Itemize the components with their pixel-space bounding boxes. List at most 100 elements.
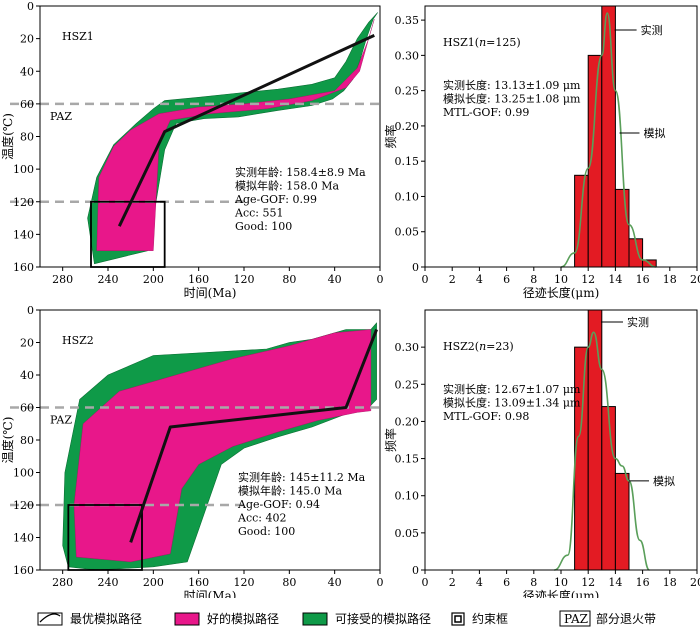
x-tick-label: 160 xyxy=(188,576,209,589)
thermal-history-panel-2: 280 240 200 160 120 80 40 0 0 20 40 60 80 100 120 140 16… xyxy=(0,304,384,603)
thermal-history-panel-1: 280 240 200 160 120 80 40 0 0 20 40 60 80 100 120 140 16… xyxy=(0,0,384,300)
plot-area xyxy=(87,12,378,265)
histogram-bar xyxy=(614,188,630,268)
y-tick-label: 160 xyxy=(13,261,34,274)
hist-y-tick-label: 0.05 xyxy=(395,226,420,239)
hist-x-tick-label: 2 xyxy=(449,576,456,589)
legend-acceptable-swatch xyxy=(302,612,328,626)
hist-y-tick-label: 0.30 xyxy=(395,341,420,354)
hist-x-tick-label: 10 xyxy=(554,273,568,286)
x-tick-label: 280 xyxy=(52,273,73,286)
measured-label: 实测 xyxy=(641,23,663,37)
good-envelope xyxy=(96,19,375,251)
model-length-curve xyxy=(560,12,657,268)
hist-y-tick-label: 0.20 xyxy=(395,120,420,133)
y-tick-label: 20 xyxy=(20,337,34,350)
legend-good-swatch xyxy=(174,612,200,626)
model-stat: 模拟年龄: 145.0 Ma xyxy=(238,484,342,498)
y-tick-label: 120 xyxy=(13,499,34,512)
model-stat: 模拟年龄: 158.0 Ma xyxy=(235,179,339,193)
hist-x-tick-label: 2 xyxy=(449,273,456,286)
paz-label: PAZ xyxy=(50,414,72,427)
hist-x-tick-label: 16 xyxy=(636,273,650,286)
x-tick-label: 0 xyxy=(377,273,384,286)
x-tick-label: 120 xyxy=(234,273,255,286)
x-tick-label: 200 xyxy=(143,273,164,286)
hist-x-tick-label: 8 xyxy=(530,576,537,589)
histogram-bar xyxy=(601,406,616,571)
hist-stat: 实测长度: 12.67±1.07 μm xyxy=(443,382,581,396)
paz-label: PAZ xyxy=(50,110,72,123)
model-stat: 实测年龄: 158.4±8.9 Ma xyxy=(235,165,366,179)
hist-y-tick-label: 0.10 xyxy=(395,190,420,203)
histogram-bar xyxy=(574,174,589,268)
hist-x-tick-label: 18 xyxy=(663,576,677,589)
y-axis-label: 温度(℃) xyxy=(0,113,15,160)
hist-y-tick-label: 0.15 xyxy=(395,155,420,168)
model-stat: Acc: 402 xyxy=(237,512,286,525)
model-stat: Good: 100 xyxy=(235,220,292,233)
legend: 最优模拟路径 好的模拟路径 可接受的模拟路径 约束框 PAZ 部分退火带 xyxy=(5,598,695,627)
measured-label: 实测 xyxy=(627,315,649,329)
x-axis-label: 时间(Ma) xyxy=(184,286,237,300)
hist-x-tick-label: 6 xyxy=(503,576,510,589)
plot-area xyxy=(62,322,377,570)
y-tick-label: 100 xyxy=(13,163,34,176)
histogram-bar xyxy=(574,346,589,571)
y-tick-label: 60 xyxy=(20,98,34,111)
hist-sample-label: HSZ2(n=23) xyxy=(443,340,514,353)
y-tick-label: 40 xyxy=(20,369,34,382)
legend-label-acceptable: 可接受的模拟路径 xyxy=(335,611,431,626)
hist-x-tick-label: 12 xyxy=(581,576,595,589)
x-tick-label: 280 xyxy=(52,576,73,589)
legend-label-paz: 部分退火带 xyxy=(596,611,656,626)
histogram-panel-1: 0 2 4 6 8 10 12 14 16 18 20 0 0.05 0.10 0.15 0.20 0.25 0.… xyxy=(383,5,700,300)
legend-best-path-swatch xyxy=(37,612,63,626)
hist-x-tick-label: 4 xyxy=(476,273,483,286)
hist-sample-label: HSZ1(n=125) xyxy=(443,36,521,49)
x-tick-label: 80 xyxy=(282,273,296,286)
hist-x-tick-label: 4 xyxy=(476,576,483,589)
hist-stat: 实测长度: 13.13±1.09 μm xyxy=(443,78,581,92)
x-tick-label: 200 xyxy=(143,576,164,589)
hist-y-axis-label: 频率 xyxy=(383,124,398,148)
y-tick-label: 140 xyxy=(13,228,34,241)
best-path xyxy=(129,328,378,543)
y-tick-label: 160 xyxy=(13,564,34,577)
y-tick-label: 100 xyxy=(13,467,34,480)
hist-y-tick-label: 0.30 xyxy=(395,49,420,62)
hist-y-tick-label: 0.25 xyxy=(395,378,420,391)
hist-x-tick-label: 8 xyxy=(530,273,537,286)
hist-y-tick-label: 0.20 xyxy=(395,415,420,428)
hist-x-tick-label: 20 xyxy=(690,273,700,286)
legend-label-constraint: 约束框 xyxy=(472,611,508,626)
best-path xyxy=(117,34,375,227)
hist-stat: 模拟长度: 13.25±1.08 μm xyxy=(443,92,581,106)
legend-best-path-line xyxy=(39,613,61,623)
hist-x-tick-label: 10 xyxy=(554,576,568,589)
model-stat: Age-GOF: 0.94 xyxy=(237,498,320,511)
hist-x-tick-label: 16 xyxy=(636,576,650,589)
histogram-bar xyxy=(587,309,603,571)
hist-stat: 模拟长度: 13.09±1.34 μm xyxy=(443,396,581,410)
hist-y-tick-label: 0.10 xyxy=(395,490,420,503)
y-tick-label: 80 xyxy=(20,434,34,447)
panel-label: HSZ2 xyxy=(62,334,94,347)
model-length-curve xyxy=(554,331,651,571)
y-tick-label: 140 xyxy=(13,532,34,545)
y-tick-label: 40 xyxy=(20,65,34,78)
legend-label-best: 最优模拟路径 xyxy=(70,611,142,626)
hist-y-tick-label: 0.35 xyxy=(395,14,420,27)
y-tick-label: 20 xyxy=(20,33,34,46)
histogram-bar xyxy=(614,472,630,571)
model-stat: Age-GOF: 0.99 xyxy=(234,193,317,206)
hist-y-tick-label: 0.15 xyxy=(395,453,420,466)
y-axis-label: 温度(℃) xyxy=(0,417,15,464)
hist-x-tick-label: 12 xyxy=(581,273,595,286)
x-tick-label: 120 xyxy=(234,576,255,589)
x-tick-label: 80 xyxy=(282,576,296,589)
x-tick-label: 40 xyxy=(328,273,342,286)
model-stat: Acc: 551 xyxy=(234,207,283,220)
hist-y-tick-label: 0.05 xyxy=(395,527,420,540)
x-tick-label: 240 xyxy=(98,273,119,286)
